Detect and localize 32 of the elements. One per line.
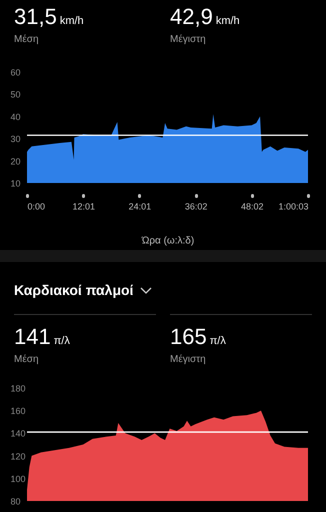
x-tick-label: 1:00:03 [278, 202, 308, 212]
y-tick-label: 160 [10, 406, 26, 416]
y-tick-label: 120 [10, 451, 26, 462]
x-axis-title: Ώρα (ω:λ:δ) [140, 236, 194, 246]
x-tick-label: 48:02 [241, 202, 264, 212]
text: 141 [14, 324, 51, 349]
y-tick-label: 140 [10, 428, 26, 439]
text: 31,5 [14, 4, 57, 29]
text: Μέση [14, 34, 40, 45]
y-tick-label: 60 [10, 68, 21, 78]
text: Μέγιστη [170, 34, 207, 45]
text: Μέγιστη [170, 354, 207, 365]
y-tick-label: 40 [10, 112, 21, 122]
text: π/λ [210, 335, 226, 347]
x-tick-label: 24:01 [128, 202, 152, 212]
text: Μέση [14, 354, 40, 365]
y-tick-label: 30 [10, 134, 21, 144]
y-tick-label: 180 [10, 384, 26, 394]
text: km/h [60, 15, 84, 27]
text: π/λ [54, 335, 70, 347]
y-tick-label: 20 [10, 156, 21, 166]
text: 165 [170, 324, 207, 349]
text: 42,9 [170, 4, 213, 29]
x-tick-label: 12:01 [72, 202, 95, 212]
chart-title: Καρδιακοί παλμοί [14, 282, 134, 298]
x-tick-label: 36:02 [184, 202, 208, 212]
y-tick-label: 10 [10, 178, 21, 188]
text: km/h [216, 15, 240, 27]
x-tick-label: 0:00 [28, 202, 46, 212]
y-tick-label: 50 [10, 90, 21, 100]
y-tick-label: 100 [10, 474, 26, 484]
y-tick-label: 80 [10, 496, 21, 506]
